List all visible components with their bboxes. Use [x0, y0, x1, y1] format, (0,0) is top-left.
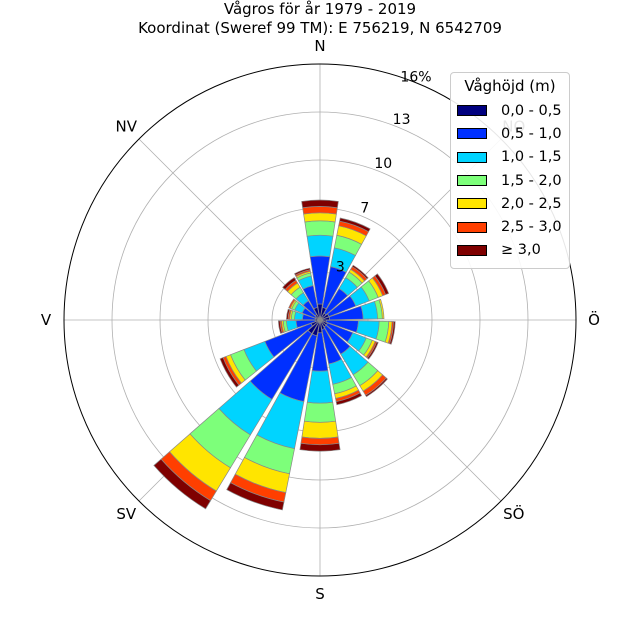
legend-swatch [457, 151, 487, 163]
rose-bar-segment [153, 458, 212, 510]
legend-label: 1,0 - 1,5 [501, 149, 562, 166]
legend-label: 1,5 - 2,0 [501, 172, 562, 189]
rose-bar-segment [286, 308, 291, 320]
legend-item: ≥ 3,0 [457, 239, 563, 262]
radial-tick-label: 7 [360, 201, 369, 217]
direction-label: Ö [588, 310, 600, 329]
direction-label: NV [116, 117, 138, 135]
rose-bar-segment [294, 267, 311, 276]
rose-bar-segment [299, 442, 341, 452]
grid-ring [159, 159, 481, 481]
rose-bar-segment [303, 212, 337, 223]
chart-title: Vågros för år 1979 - 2019 [223, 0, 417, 18]
legend-label: 0,5 - 1,0 [501, 125, 562, 142]
legend-item: 1,0 - 1,5 [457, 146, 563, 169]
rose-bar-segment [219, 357, 240, 388]
rose-bar-segment [301, 199, 339, 209]
rose-bar-segment [335, 392, 363, 406]
legend-item: 2,0 - 2,5 [457, 192, 563, 215]
radial-tick-label: 13 [393, 112, 411, 128]
rose-bar-segment [300, 436, 340, 446]
radial-tick-label: 10 [374, 156, 392, 172]
radial-tick-label: 3 [336, 260, 345, 276]
rose-bar-segment [366, 341, 379, 360]
rose-bar-segment [389, 321, 396, 345]
legend-swatch [457, 244, 487, 256]
grid-ring [111, 111, 529, 529]
legend-item: 1,5 - 2,0 [457, 169, 563, 192]
direction-label: S [315, 585, 325, 603]
rose-bar-segment [306, 234, 334, 258]
legend-label: 2,0 - 2,5 [501, 195, 562, 212]
legend-item: 2,5 - 3,0 [457, 215, 563, 238]
rose-bar-segment [306, 370, 334, 404]
legend-label: 0,0 - 0,5 [501, 102, 562, 119]
legend-items: 0,0 - 0,5 0,5 - 1,0 1,0 - 1,5 1,5 - 2,0 2,0 … [457, 99, 563, 262]
direction-label: SV [116, 505, 137, 523]
rose-bar-segment [303, 401, 337, 423]
rose-bar-segment [374, 273, 390, 295]
legend-swatch [457, 105, 487, 117]
rose-bar-segment [304, 220, 336, 237]
rose-sectors [153, 199, 396, 511]
legend-swatch [457, 221, 487, 233]
rose-bar-segment [226, 482, 285, 511]
rose-bar-segment [301, 420, 339, 439]
rose-bar-segment [339, 217, 371, 233]
legend-item: 0,5 - 1,0 [457, 122, 563, 145]
legend-swatch [457, 128, 487, 140]
legend-title: Våghöjd (m) [464, 77, 556, 95]
radial-max-label: 16% [400, 69, 431, 85]
direction-label: N [314, 37, 325, 55]
rose-bar-segment [288, 298, 296, 309]
legend-label: 2,5 - 3,0 [501, 219, 562, 236]
legend-item: 0,0 - 0,5 [457, 99, 563, 122]
legend: Våghöjd (m) 0,0 - 0,5 0,5 - 1,0 1,0 - 1,5 1… [450, 72, 570, 270]
rose-bar-segment [378, 298, 385, 320]
direction-label: SÖ [503, 504, 524, 523]
rose-bar-segment [278, 320, 283, 334]
legend-label: ≥ 3,0 [501, 242, 541, 259]
direction-label: V [41, 311, 52, 329]
rose-bar-segment [302, 206, 338, 215]
chart-subtitle: Koordinat (Sweref 99 TM): E 756219, N 65… [138, 19, 502, 37]
rose-bar-segment [351, 264, 369, 280]
rose-bar-segment [282, 277, 297, 290]
rose-bar-segment [365, 377, 388, 398]
outer-ring [63, 63, 577, 577]
legend-swatch [457, 175, 487, 187]
legend-swatch [457, 198, 487, 210]
